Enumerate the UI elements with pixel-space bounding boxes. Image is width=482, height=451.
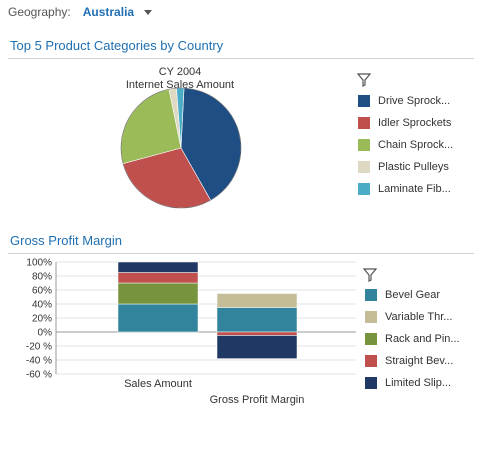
filter-icon[interactable] <box>363 268 377 282</box>
geography-label: Geography: <box>8 5 71 19</box>
y-tick-label: 80% <box>32 272 52 283</box>
legend-label: Laminate Fib... <box>378 183 451 195</box>
geography-value[interactable]: Australia <box>82 5 135 19</box>
chevron-down-icon[interactable] <box>144 9 153 15</box>
legend-swatch <box>358 95 370 107</box>
bar-segment-bevel-gear-gross-profit-margin[interactable] <box>216 307 298 333</box>
y-tick-label: 60% <box>32 286 52 297</box>
legend-item-straight-bev[interactable]: Straight Bev... <box>365 350 460 372</box>
legend-label: Plastic Pulleys <box>378 161 449 173</box>
x-category-label: Sales Amount <box>124 378 192 390</box>
pie-section-title: Top 5 Product Categories by Country <box>10 38 224 53</box>
pie-outline <box>120 87 242 209</box>
pie-section-divider <box>8 58 474 59</box>
y-tick-label: 100% <box>26 258 52 269</box>
legend-swatch <box>358 139 370 151</box>
pie-chart-subtitle: Internet Sales Amount <box>125 79 235 91</box>
legend-item-rack-and-pin[interactable]: Rack and Pin... <box>365 328 460 350</box>
legend-item-bevel-gear[interactable]: Bevel Gear <box>365 284 460 306</box>
legend-item-limited-slip[interactable]: Limited Slip... <box>365 372 460 394</box>
y-tick-label: 20% <box>32 314 52 325</box>
pie-chart-title: CY 2004 <box>158 66 202 78</box>
y-tick-label: -40 % <box>26 356 52 367</box>
bar-segment-variable-thr-gross-profit-margin[interactable] <box>216 293 298 308</box>
legend-label: Drive Sprock... <box>378 95 451 107</box>
legend-swatch <box>358 161 370 173</box>
bar-segment-straight-bev-gross-profit-margin[interactable] <box>216 331 298 336</box>
pie-legend: Drive Sprock... Idler Sprockets Chain Spro… <box>358 90 453 200</box>
bar-segment-limited-slip-gross-profit-margin[interactable] <box>216 335 298 359</box>
legend-label: Idler Sprockets <box>378 117 452 129</box>
legend-swatch <box>365 311 377 323</box>
legend-label: Chain Sprock... <box>378 139 454 151</box>
geography-filter: Geography: Australia <box>8 5 153 19</box>
legend-swatch <box>365 333 377 345</box>
legend-swatch <box>358 183 370 195</box>
bar-segment-straight-bev-sales-amount[interactable] <box>117 272 199 284</box>
filter-icon[interactable] <box>357 73 371 87</box>
legend-item-idler-sprockets[interactable]: Idler Sprockets <box>358 112 453 134</box>
x-category-label: Gross Profit Margin <box>210 394 305 406</box>
y-tick-label: -20 % <box>26 342 52 353</box>
bar-segment-rack-and-pin-sales-amount[interactable] <box>117 282 199 305</box>
legend-item-laminate-fib[interactable]: Laminate Fib... <box>358 178 453 200</box>
legend-label: Variable Thr... <box>385 311 453 323</box>
legend-label: Bevel Gear <box>385 289 441 301</box>
legend-label: Rack and Pin... <box>385 333 460 345</box>
y-tick-label: -60 % <box>26 370 52 381</box>
legend-item-plastic-pulleys[interactable]: Plastic Pulleys <box>358 156 453 178</box>
legend-item-drive-sprock[interactable]: Drive Sprock... <box>358 90 453 112</box>
bar-legend: Bevel Gear Variable Thr... Rack and Pin...… <box>365 284 460 394</box>
bar-segment-bevel-gear-sales-amount[interactable] <box>117 303 199 333</box>
legend-swatch <box>358 117 370 129</box>
pie-chart-title-block: CY 2004 Internet Sales Amount <box>110 66 250 92</box>
legend-swatch <box>365 377 377 389</box>
bar-section-divider <box>8 253 474 254</box>
legend-label: Straight Bev... <box>385 355 454 367</box>
legend-swatch <box>365 355 377 367</box>
bar-segment-limited-slip-sales-amount[interactable] <box>117 261 199 273</box>
legend-label: Limited Slip... <box>385 377 452 389</box>
legend-item-variable-thr[interactable]: Variable Thr... <box>365 306 460 328</box>
y-tick-label: 0% <box>38 328 53 339</box>
y-tick-label: 40% <box>32 300 52 311</box>
bar-section-title: Gross Profit Margin <box>10 233 122 248</box>
legend-swatch <box>365 289 377 301</box>
legend-item-chain-sprock[interactable]: Chain Sprock... <box>358 134 453 156</box>
